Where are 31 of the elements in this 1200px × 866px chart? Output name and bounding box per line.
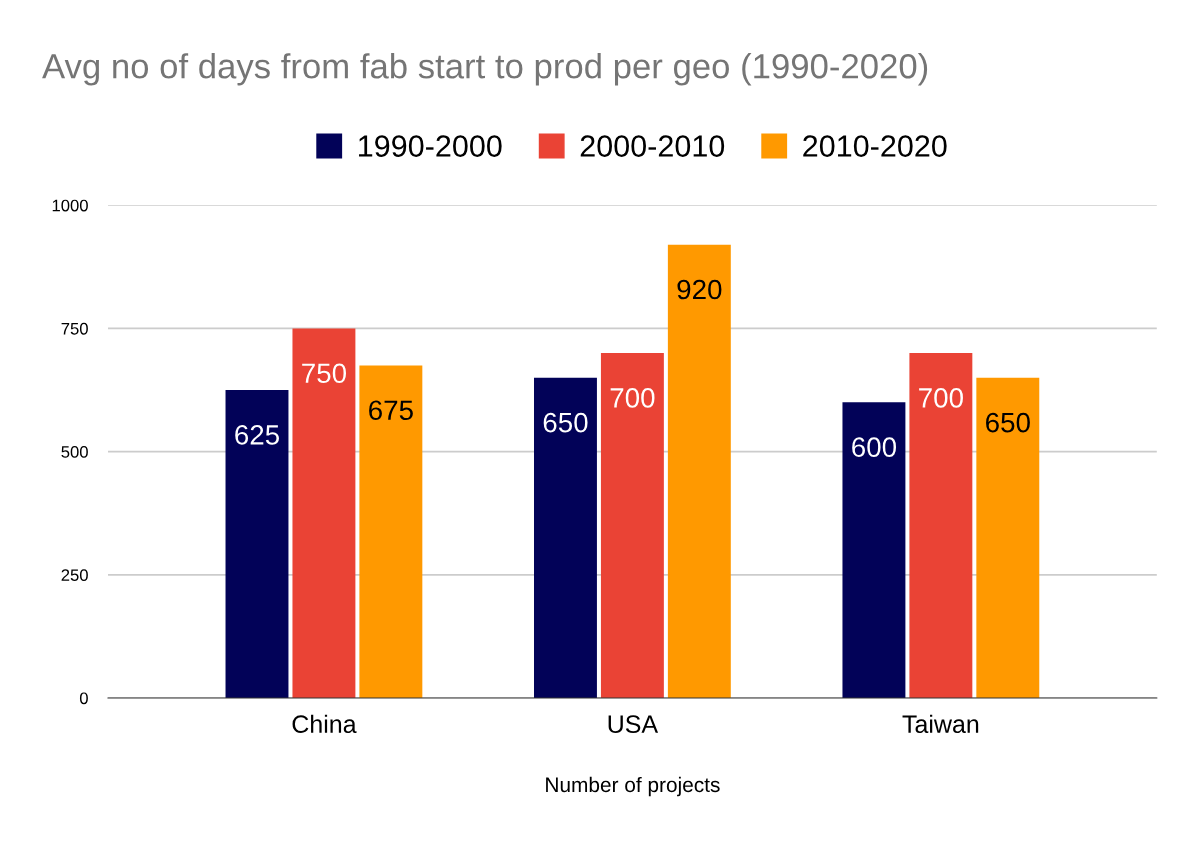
x-tick-label: USA	[608, 715, 659, 734]
data-label: 920	[677, 279, 722, 300]
x-tick-label: China	[292, 714, 357, 734]
data-label: 750	[302, 363, 347, 384]
data-label: 675	[369, 400, 413, 421]
data-label: 650	[543, 412, 588, 433]
y-tick-label: 750	[61, 322, 88, 335]
x-tick-label: Taiwan	[902, 714, 979, 734]
bar	[667, 244, 731, 698]
data-label: 700	[610, 388, 655, 408]
x-axis-title: Number of projects	[546, 776, 720, 797]
legend-label: 2000-2010	[580, 135, 725, 157]
chart-title: Avg no of days from fab start to prod per geo (1990-2020)	[42, 53, 928, 86]
y-tick-label: 500	[61, 446, 88, 458]
y-tick-label: 0	[79, 692, 88, 705]
bar	[534, 377, 597, 698]
y-tick-label: 1000	[52, 199, 88, 212]
legend-label: 2010-2020	[803, 135, 947, 157]
bar	[292, 328, 356, 698]
data-label: 700	[919, 388, 963, 408]
bar	[225, 390, 289, 698]
data-label: 600	[852, 437, 897, 458]
bar	[359, 365, 423, 698]
bar	[600, 353, 664, 698]
bar	[842, 402, 906, 698]
legend-label: 1990-2000	[359, 135, 502, 157]
bar	[909, 353, 973, 698]
data-label: 625	[235, 425, 279, 445]
data-label: 650	[986, 412, 1030, 433]
y-tick-label: 250	[61, 569, 88, 582]
bar	[976, 377, 1040, 698]
